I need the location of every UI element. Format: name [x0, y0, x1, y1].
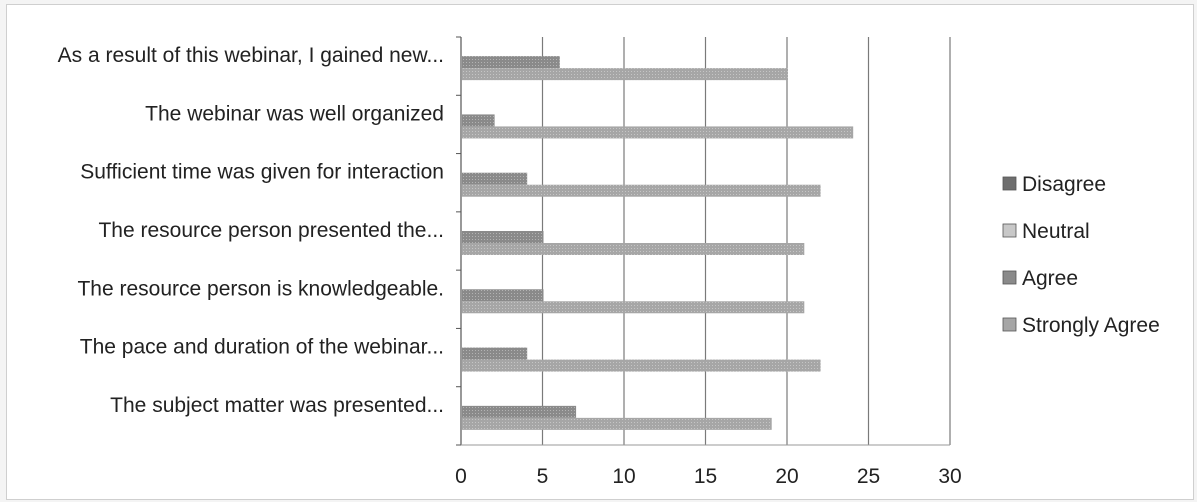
- bar-texture: [462, 301, 805, 314]
- legend-label-strongly-agree: Strongly Agree: [1022, 314, 1160, 337]
- axes: [456, 36, 950, 446]
- x-tick-label-10: 10: [612, 465, 635, 488]
- legend-label-disagree: Disagree: [1022, 173, 1106, 196]
- category-label: Sufficient time was given for interactio…: [80, 161, 444, 184]
- bar-texture: [462, 243, 805, 255]
- category-labels: As a result of this webinar, I gained ne…: [58, 44, 444, 417]
- legend-swatch-agree: [1002, 270, 1017, 285]
- legend-label-neutral: Neutral: [1022, 220, 1090, 243]
- bar-texture: [462, 172, 528, 185]
- x-tick-label-20: 20: [775, 465, 798, 488]
- category-label: The resource person is knowledgeable.: [77, 277, 444, 300]
- x-tick-label-30: 30: [938, 465, 961, 488]
- category-label: The subject matter was presented...: [110, 394, 444, 417]
- legend: Disagree Neutral Agree Strongly Agree: [1002, 173, 1160, 337]
- bar-texture: [462, 347, 528, 360]
- bar-texture: [462, 56, 560, 69]
- x-tick-label-25: 25: [857, 465, 880, 488]
- bar-texture: [462, 184, 821, 197]
- x-tick-label-15: 15: [694, 465, 717, 488]
- bar-texture: [462, 114, 495, 127]
- bar-texture: [462, 359, 821, 372]
- category-label: The pace and duration of the webinar...: [80, 336, 444, 359]
- legend-swatch-neutral: [1002, 223, 1017, 238]
- legend-swatch-disagree: [1002, 176, 1017, 191]
- bar-texture: [462, 405, 577, 418]
- grid-lines: [541, 37, 951, 445]
- bar-texture: [462, 231, 544, 243]
- bar-chart: As a result of this webinar, I gained ne…: [58, 36, 1160, 488]
- x-tick-labels: 0 5 10 15 20 25 30: [455, 465, 962, 488]
- bar-texture: [462, 289, 544, 302]
- bar-texture: [462, 126, 854, 139]
- x-tick-label-0: 0: [455, 465, 467, 488]
- legend-swatch-strongly-agree: [1002, 317, 1017, 332]
- category-label: As a result of this webinar, I gained ne…: [58, 44, 444, 67]
- category-label: The webinar was well organized: [145, 102, 444, 125]
- bar-texture: [462, 417, 772, 430]
- bar-texture: [462, 68, 788, 81]
- legend-label-agree: Agree: [1022, 267, 1078, 290]
- x-tick-label-5: 5: [537, 465, 549, 488]
- bars: [462, 56, 854, 430]
- chart-frame: As a result of this webinar, I gained ne…: [6, 4, 1194, 500]
- category-label: The resource person presented the...: [98, 219, 444, 242]
